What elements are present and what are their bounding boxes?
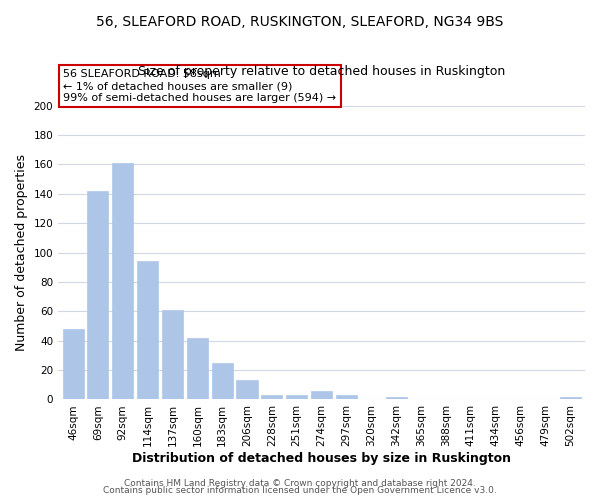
- Bar: [162, 310, 183, 400]
- Bar: [187, 338, 208, 400]
- Bar: [137, 262, 158, 400]
- Bar: [286, 395, 307, 400]
- Y-axis label: Number of detached properties: Number of detached properties: [15, 154, 28, 351]
- Text: Contains public sector information licensed under the Open Government Licence v3: Contains public sector information licen…: [103, 486, 497, 495]
- Bar: [62, 329, 83, 400]
- Bar: [112, 163, 133, 400]
- Title: Size of property relative to detached houses in Ruskington: Size of property relative to detached ho…: [138, 65, 505, 78]
- X-axis label: Distribution of detached houses by size in Ruskington: Distribution of detached houses by size …: [132, 452, 511, 465]
- Bar: [386, 396, 407, 400]
- Bar: [88, 191, 109, 400]
- Bar: [212, 362, 233, 400]
- Bar: [560, 396, 581, 400]
- Bar: [236, 380, 257, 400]
- Text: Contains HM Land Registry data © Crown copyright and database right 2024.: Contains HM Land Registry data © Crown c…: [124, 478, 476, 488]
- Bar: [262, 395, 283, 400]
- Text: 56, SLEAFORD ROAD, RUSKINGTON, SLEAFORD, NG34 9BS: 56, SLEAFORD ROAD, RUSKINGTON, SLEAFORD,…: [97, 15, 503, 29]
- Bar: [336, 395, 357, 400]
- Text: 56 SLEAFORD ROAD: 58sqm
← 1% of detached houses are smaller (9)
99% of semi-deta: 56 SLEAFORD ROAD: 58sqm ← 1% of detached…: [64, 70, 337, 102]
- Bar: [311, 390, 332, 400]
